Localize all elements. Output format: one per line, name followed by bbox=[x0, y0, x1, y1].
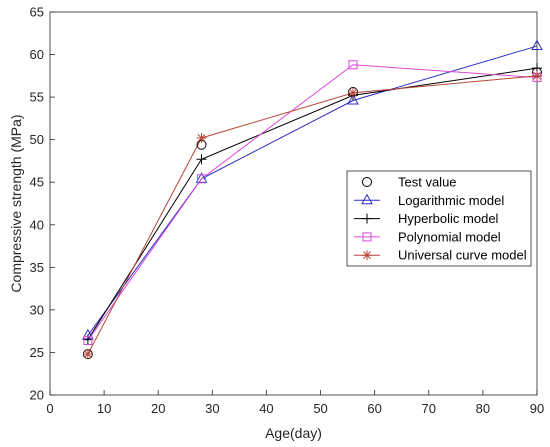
legend-marker bbox=[362, 250, 372, 261]
x-tick-label: 80 bbox=[476, 401, 490, 416]
x-tick-label: 90 bbox=[530, 401, 544, 416]
data-point-series-2 bbox=[196, 154, 207, 165]
series-lines bbox=[87, 45, 538, 355]
legend-label: Polynomial model bbox=[398, 229, 501, 244]
series-markers bbox=[82, 39, 543, 360]
x-tick-label: 60 bbox=[367, 401, 381, 416]
x-tick-label: 50 bbox=[313, 401, 327, 416]
data-point-series-4 bbox=[196, 132, 207, 143]
data-point-series-3 bbox=[348, 60, 358, 70]
data-point-series-1 bbox=[347, 93, 359, 105]
y-axis-ticks: 20 25 30 35 40 45 50 55 60 65 bbox=[30, 5, 55, 403]
data-point-series-3 bbox=[197, 174, 207, 184]
legend-label: Logarithmic model bbox=[398, 193, 504, 208]
y-tick-label: 50 bbox=[30, 132, 44, 147]
y-tick-label: 25 bbox=[30, 345, 44, 360]
series-line-1 bbox=[87, 45, 538, 336]
x-tick-label: 0 bbox=[46, 401, 53, 416]
data-point-series-4 bbox=[348, 87, 359, 98]
legend-item: Hyperbolic model bbox=[354, 211, 499, 226]
legend-label: Universal curve model bbox=[398, 248, 527, 263]
y-tick-label: 45 bbox=[30, 175, 44, 190]
x-tick-label: 40 bbox=[259, 401, 273, 416]
y-tick-label: 30 bbox=[30, 302, 44, 317]
x-tick-label: 70 bbox=[422, 401, 436, 416]
legend-marker bbox=[362, 232, 372, 242]
y-tick-label: 35 bbox=[30, 260, 44, 275]
data-point-series-3 bbox=[83, 336, 93, 346]
data-point-series-4 bbox=[532, 70, 542, 81]
y-tick-label: 40 bbox=[30, 217, 44, 232]
x-tick-label: 10 bbox=[97, 401, 111, 416]
x-axis-label: Age(day) bbox=[265, 425, 322, 441]
series-line-3 bbox=[87, 64, 538, 341]
legend-label: Test value bbox=[398, 175, 457, 190]
x-axis-ticks: 0 10 20 30 40 50 60 70 80 90 bbox=[46, 390, 544, 416]
legend-marker bbox=[361, 193, 373, 205]
legend-marker bbox=[362, 213, 372, 224]
legend: Test value Logarithmic model Hyperbolic mo… bbox=[346, 170, 532, 267]
legend-item: Logarithmic model bbox=[354, 193, 504, 208]
legend-item: Polynomial model bbox=[354, 229, 501, 244]
legend-item: Universal curve model bbox=[354, 248, 527, 263]
legend-item: Test value bbox=[362, 175, 457, 190]
data-point-series-1 bbox=[531, 39, 543, 51]
y-tick-label: 55 bbox=[30, 90, 44, 105]
data-point-series-4 bbox=[82, 349, 93, 360]
series-line-4 bbox=[87, 75, 538, 355]
x-tick-label: 20 bbox=[151, 401, 165, 416]
series-line-2 bbox=[87, 67, 538, 340]
y-tick-label: 65 bbox=[30, 5, 44, 20]
y-axis-label: Compressive strength (MPa) bbox=[8, 114, 24, 292]
y-tick-label: 20 bbox=[30, 388, 44, 403]
y-tick-label: 60 bbox=[30, 47, 44, 62]
legend-marker bbox=[362, 177, 372, 187]
legend-items: Test value Logarithmic model Hyperbolic mo… bbox=[354, 175, 527, 263]
legend-label: Hyperbolic model bbox=[398, 211, 499, 226]
x-tick-label: 30 bbox=[205, 401, 219, 416]
